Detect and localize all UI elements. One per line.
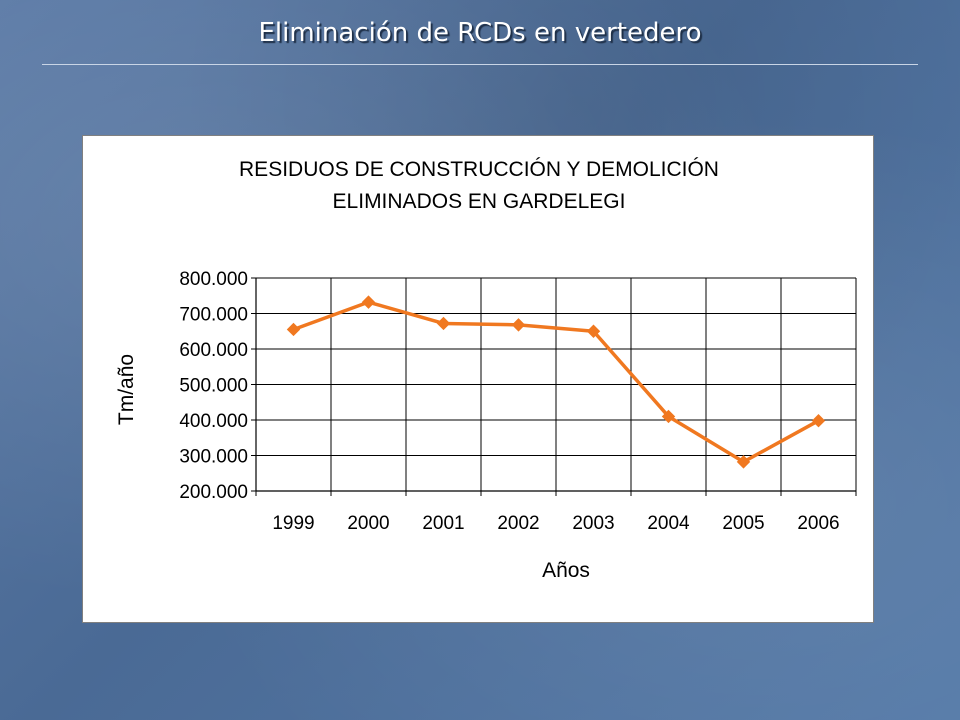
chart-title-line-2: ELIMINADOS EN GARDELEGI — [332, 190, 626, 213]
chart-title-line-1: RESIDUOS DE CONSTRUCCIÓN Y DEMOLICIÓN — [239, 158, 719, 181]
x-tick-label: 2001 — [422, 513, 464, 534]
x-tick-label: 2005 — [722, 513, 764, 534]
data-point — [661, 409, 676, 424]
x-tick-label: 2000 — [347, 513, 389, 534]
y-tick-label: 200.000 — [179, 482, 248, 503]
y-tick-label: 700.000 — [179, 305, 248, 326]
x-tick-label: 2002 — [497, 513, 539, 534]
line-chart: 200.000 300.000 400.000 500.000 600.000 700.0… — [115, 269, 857, 582]
y-tick-label: 400.000 — [179, 411, 248, 432]
x-tick-label: 2004 — [647, 513, 690, 534]
chart-container: RESIDUOS DE CONSTRUCCIÓN Y DEMOLICIÓN EL… — [82, 135, 874, 623]
data-point — [361, 295, 376, 309]
data-point — [511, 318, 526, 332]
slide-title: Eliminación de RCDs en vertedero — [258, 18, 702, 48]
chart-title: RESIDUOS DE CONSTRUCCIÓN Y DEMOLICIÓN EL… — [83, 154, 875, 218]
y-tick-label: 800.000 — [179, 269, 248, 290]
y-tick-label: 500.000 — [179, 376, 248, 397]
data-point — [736, 455, 751, 469]
y-tick-label: 600.000 — [179, 340, 248, 361]
data-point — [286, 322, 301, 337]
title-divider — [42, 64, 918, 65]
data-point — [811, 414, 826, 428]
data-point — [586, 324, 601, 338]
x-tick-label: 1999 — [272, 513, 314, 534]
x-tick-label: 2006 — [797, 513, 839, 534]
y-tick-label: 300.000 — [179, 447, 248, 468]
data-point — [436, 316, 451, 331]
series-line — [292, 300, 820, 464]
x-axis-title: Años — [542, 559, 590, 582]
y-axis-title: Tm/año — [115, 354, 138, 425]
x-tick-label: 2003 — [572, 513, 614, 534]
